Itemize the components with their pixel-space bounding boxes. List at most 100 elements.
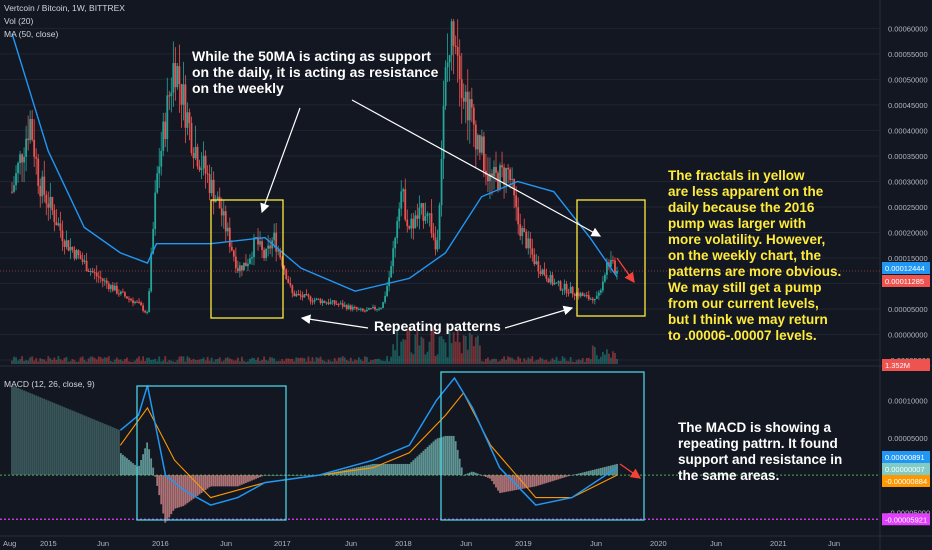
macd-hist-bar: [198, 475, 201, 495]
volume-bar: [456, 329, 459, 364]
macd-hist-bar: [491, 475, 493, 482]
macd-hist-bar: [107, 425, 110, 476]
candle-body: [130, 298, 132, 301]
macd-hist-bar: [301, 475, 304, 476]
macd-hist-bar: [378, 463, 380, 476]
macd-hist-bar: [241, 475, 243, 485]
candle-body: [571, 286, 574, 294]
macd-hist-bar: [261, 475, 263, 477]
candle-body: [236, 268, 239, 272]
candle-body: [559, 281, 562, 291]
candle-body: [450, 21, 453, 56]
candle-body: [15, 173, 17, 186]
candle-body: [591, 298, 594, 301]
macd-hist-bar: [196, 475, 199, 496]
volume-bar: [251, 357, 253, 364]
candle-body: [216, 196, 219, 200]
macd-hist-bar: [303, 475, 306, 476]
macd-hist-bar: [47, 400, 50, 476]
candle-body: [226, 227, 229, 232]
candle-body: [362, 308, 364, 311]
volume-bar: [545, 359, 548, 364]
macd-tick-label: 0.00005000: [888, 434, 928, 443]
volume-bar: [428, 341, 431, 364]
macd-hist-bar: [281, 475, 284, 476]
macd-hist-bar: [120, 453, 122, 476]
macd-hist-bar: [160, 475, 163, 505]
volume-bar: [347, 361, 350, 364]
macd-hist-bar: [359, 466, 362, 476]
volume-bar: [513, 359, 516, 364]
macd-hist-bar: [563, 475, 566, 478]
candle-body: [164, 121, 167, 140]
volume-bar: [224, 357, 227, 364]
macd-hist-bar: [372, 463, 374, 476]
macd-hist-bar: [17, 387, 19, 476]
macd-hist-bar: [218, 475, 221, 487]
volume-bar: [206, 356, 209, 364]
candle-body: [541, 269, 544, 274]
volume-bar: [289, 358, 292, 364]
volume-bar: [414, 334, 417, 364]
candle-body: [202, 155, 205, 169]
candle-body: [313, 299, 316, 302]
macd-hist-bar: [85, 416, 88, 476]
candle-body: [376, 308, 378, 310]
candle-body: [468, 99, 471, 121]
macd-hist-bar: [434, 439, 437, 476]
macd-annotation: The MACD is showing a repeating pattrn. …: [678, 420, 843, 483]
macd-hist-bar: [450, 435, 453, 476]
volume-bar: [305, 361, 308, 364]
candle-body: [285, 269, 288, 280]
candle-body: [176, 66, 179, 88]
candle-body: [63, 240, 66, 247]
macd-hist-bar: [414, 458, 417, 476]
price-tick-label: 0.00000000: [888, 330, 928, 339]
macd-hist-bar: [436, 438, 439, 476]
macd-hist-bar: [416, 456, 419, 476]
macd-hist-bar: [478, 474, 481, 476]
macd-hist-bar: [25, 391, 28, 476]
volume-bar: [216, 359, 219, 364]
volume-bar: [186, 356, 189, 364]
volume-bar: [107, 356, 110, 364]
volume-bar: [134, 360, 136, 364]
candle-body: [585, 295, 588, 297]
arrow-to-2019-ma: [351, 99, 602, 237]
volume-bar: [79, 357, 82, 364]
candle-body: [497, 172, 499, 190]
volume-bar: [85, 361, 88, 364]
macd-hist-bar: [158, 475, 161, 496]
candle-body: [265, 248, 267, 259]
volume-bar: [591, 345, 594, 364]
macd-hist-bar: [309, 475, 312, 476]
volume-bar: [259, 360, 261, 364]
macd-hist-bar: [117, 429, 120, 476]
volume-bar: [17, 360, 19, 364]
candle-body: [190, 122, 193, 154]
macd-hist-bar: [245, 475, 247, 483]
candle-body: [553, 282, 556, 285]
macd-hist-bar: [527, 475, 530, 488]
candle-body: [599, 290, 602, 293]
macd-hist-bar: [77, 413, 80, 476]
macd-hist-bar: [255, 475, 257, 479]
volume-bar: [307, 356, 310, 364]
volume-bar: [351, 361, 354, 364]
candle-body: [583, 295, 586, 297]
volume-bar: [339, 357, 342, 364]
candle-body: [384, 295, 386, 303]
volume-bar: [337, 357, 340, 364]
macd-hist-bar: [271, 475, 274, 476]
candle-body: [17, 163, 19, 174]
macd-hist-bar: [343, 469, 346, 476]
volume-bar: [265, 360, 267, 364]
candle-body: [329, 301, 332, 304]
macd-hist-bar: [386, 463, 388, 476]
volume-bar: [549, 360, 552, 364]
volume-bar: [226, 357, 229, 364]
volume-bar: [245, 361, 247, 364]
candle-body: [115, 285, 118, 294]
candle-body: [196, 146, 199, 167]
